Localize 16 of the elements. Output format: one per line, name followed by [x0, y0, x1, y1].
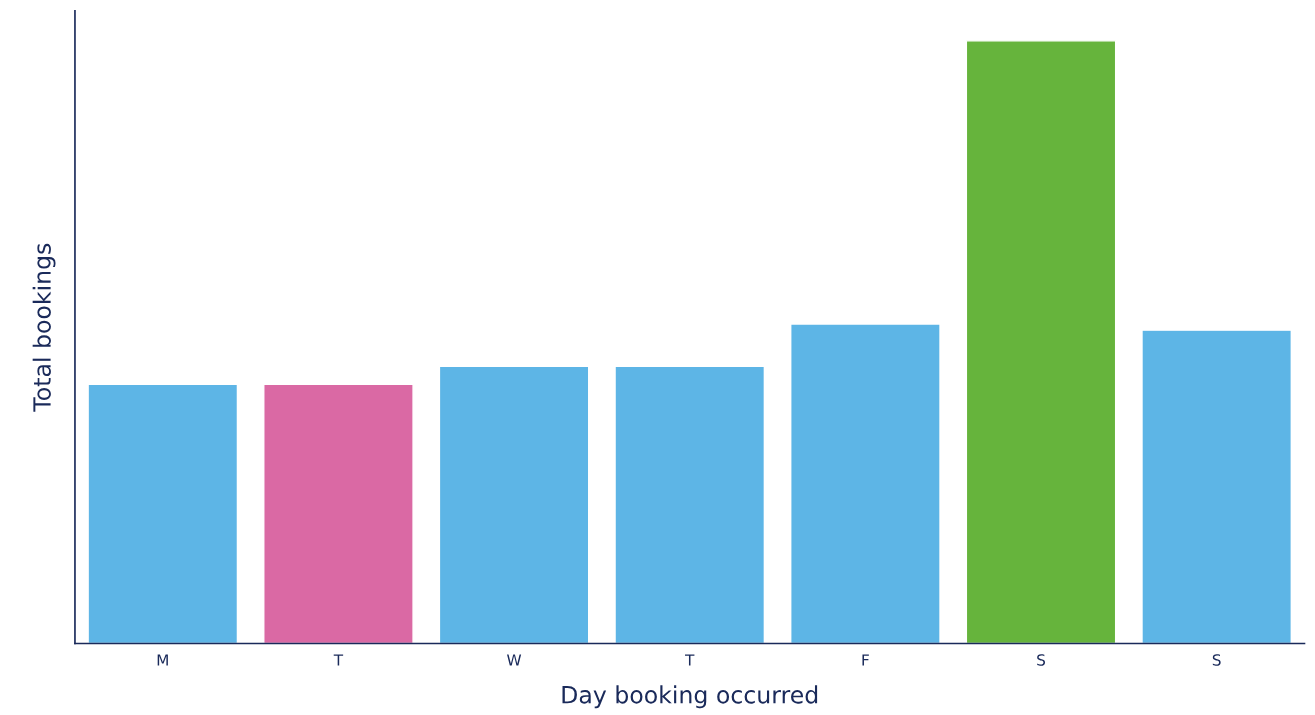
- x-tick-label: T: [333, 654, 344, 666]
- bar: [790, 323, 941, 644]
- y-axis-title: Total bookings: [32, 243, 56, 412]
- x-axis-title: Day booking occurred: [562, 685, 818, 709]
- bar: [965, 40, 1117, 644]
- x-tick-label: F: [862, 654, 869, 666]
- x-tick-label: S: [1212, 654, 1221, 666]
- bar: [263, 383, 414, 644]
- x-tick-label: W: [507, 654, 522, 666]
- bar: [87, 383, 239, 644]
- x-tick-label: M: [157, 654, 168, 666]
- bar: [614, 365, 766, 644]
- x-tick-label: T: [685, 654, 695, 666]
- x-tick-label: S: [1037, 654, 1046, 666]
- bar: [438, 365, 590, 644]
- bar: [1141, 329, 1293, 644]
